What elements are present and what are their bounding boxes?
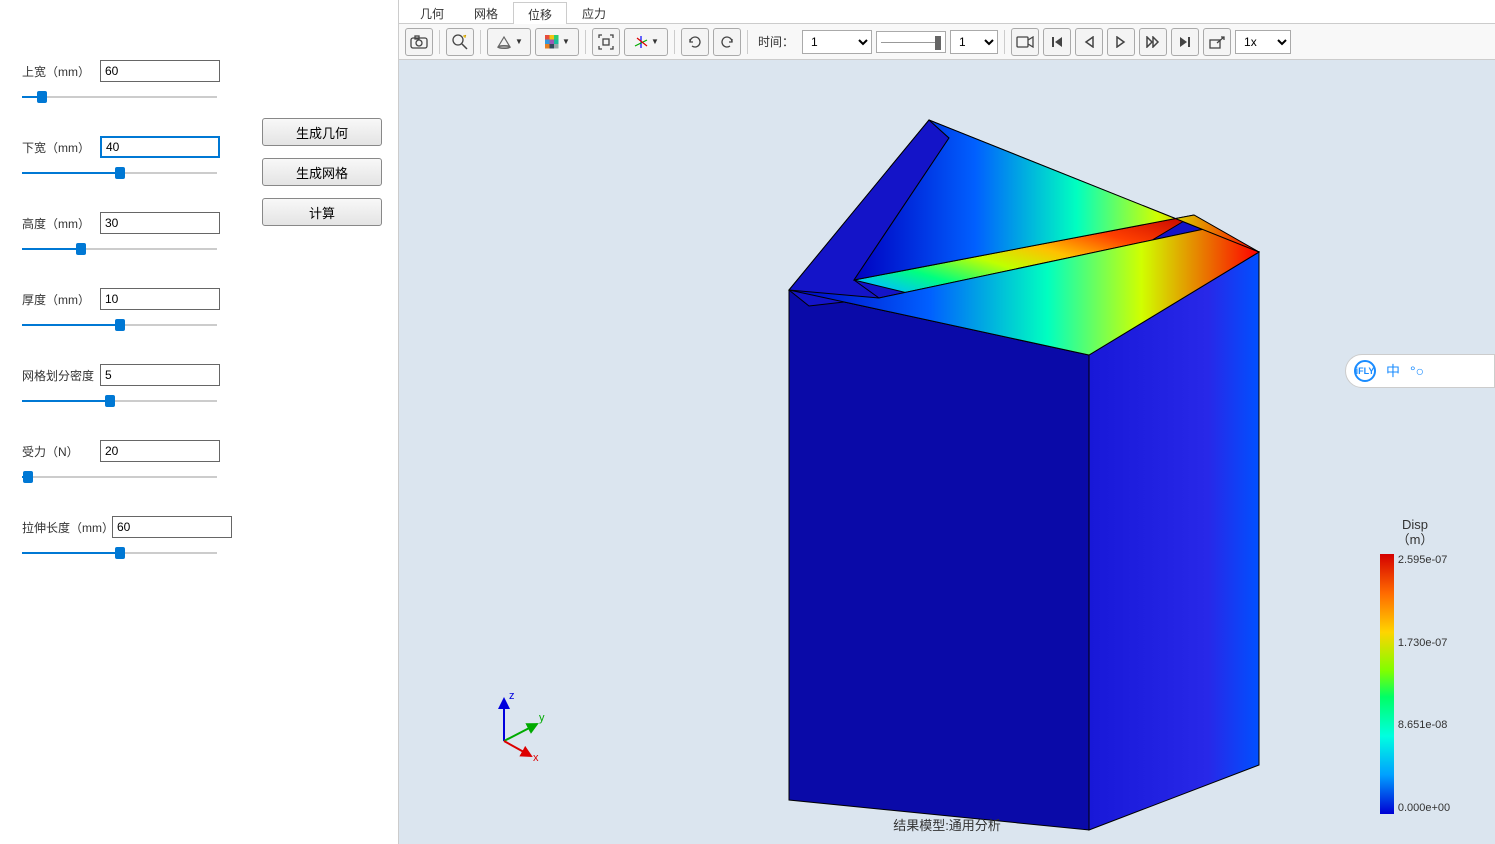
time-select[interactable]: 1 (802, 30, 872, 54)
record-icon[interactable] (1011, 28, 1039, 56)
3d-viewport[interactable]: z y x 结果模型:通用分析 Disp（m） 2.595e-071.730e-… (399, 60, 1495, 844)
viewport-toolbar: ▼ ▼ ▼ 时间： 1 1 (399, 24, 1495, 60)
next-frame-icon[interactable] (1139, 28, 1167, 56)
speed-select[interactable]: 1x (1235, 30, 1291, 54)
tab-1[interactable]: 网格 (459, 1, 513, 23)
param-input-1[interactable] (100, 136, 220, 158)
param-label-3: 厚度（mm） (22, 291, 100, 308)
screenshot-icon[interactable] (405, 28, 433, 56)
svg-text:z: z (509, 690, 515, 702)
rotate-ccw-icon[interactable] (681, 28, 709, 56)
param-label-4: 网格划分密度 (22, 367, 100, 384)
play-icon[interactable] (1107, 28, 1135, 56)
svg-text:y: y (539, 712, 545, 724)
tab-3[interactable]: 应力 (567, 1, 621, 23)
ime-lang-label: 中 (1386, 361, 1400, 381)
time-label: 时间： (758, 33, 794, 50)
param-label-0: 上宽（mm） (22, 63, 100, 80)
param-input-0[interactable] (100, 60, 220, 82)
color-mode-dropdown[interactable]: ▼ (535, 28, 579, 56)
param-slider-5[interactable] (22, 468, 217, 486)
result-title: 结果模型:通用分析 (893, 815, 1001, 834)
zoom-icon[interactable] (446, 28, 474, 56)
param-label-2: 高度（mm） (22, 215, 100, 232)
rotate-cw-icon[interactable] (713, 28, 741, 56)
step-select[interactable]: 1 (950, 30, 998, 54)
param-label-5: 受力（N） (22, 443, 100, 460)
param-label-1: 下宽（mm） (22, 139, 100, 156)
first-frame-icon[interactable] (1043, 28, 1071, 56)
param-slider-0[interactable] (22, 88, 217, 106)
fit-view-icon[interactable] (592, 28, 620, 56)
last-frame-icon[interactable] (1171, 28, 1199, 56)
calculate-button[interactable]: 计算 (262, 198, 382, 226)
axis-triad: z y x (489, 691, 559, 764)
model-render (709, 80, 1269, 840)
param-input-6[interactable] (112, 516, 232, 538)
generate-geometry-button[interactable]: 生成几何 (262, 118, 382, 146)
generate-mesh-button[interactable]: 生成网格 (262, 158, 382, 186)
param-slider-2[interactable] (22, 240, 217, 258)
tab-2[interactable]: 位移 (513, 2, 567, 24)
param-input-3[interactable] (100, 288, 220, 310)
export-icon[interactable] (1203, 28, 1231, 56)
param-label-6: 拉伸长度（mm） (22, 519, 112, 536)
param-input-4[interactable] (100, 364, 220, 386)
ime-logo-icon: iFLY (1354, 360, 1376, 382)
param-slider-3[interactable] (22, 316, 217, 334)
parameters-sidebar: 上宽（mm） 下宽（mm） 高度（mm） 厚度（mm） (0, 0, 398, 844)
time-slider[interactable] (876, 31, 946, 53)
param-slider-6[interactable] (22, 544, 217, 562)
prev-frame-icon[interactable] (1075, 28, 1103, 56)
param-slider-4[interactable] (22, 392, 217, 410)
render-mode-dropdown[interactable]: ▼ (487, 28, 531, 56)
ime-toolbar[interactable]: iFLY 中 °○ (1345, 354, 1495, 388)
color-legend: Disp（m） 2.595e-071.730e-078.651e-080.000… (1355, 517, 1475, 814)
param-slider-1[interactable] (22, 164, 217, 182)
tab-0[interactable]: 几何 (405, 1, 459, 23)
ime-settings-icon[interactable]: °○ (1410, 363, 1424, 379)
param-input-5[interactable] (100, 440, 220, 462)
result-tabs: 几何网格位移应力 (399, 0, 1495, 24)
axis-view-dropdown[interactable]: ▼ (624, 28, 668, 56)
param-input-2[interactable] (100, 212, 220, 234)
svg-text:x: x (533, 752, 539, 764)
